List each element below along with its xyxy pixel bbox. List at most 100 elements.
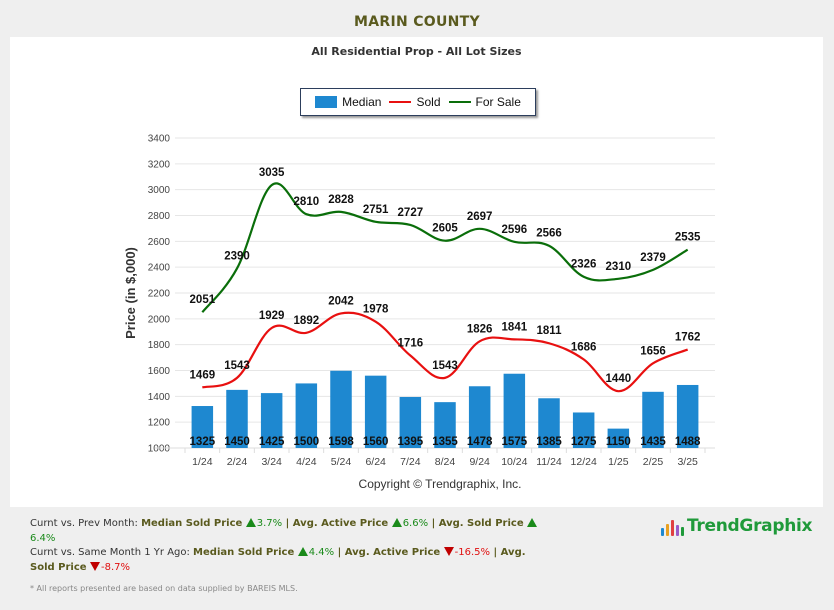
- line-data-label-for-sale: 2605: [432, 223, 458, 235]
- line-data-label-for-sale: 2310: [606, 261, 632, 273]
- bar-median: [226, 389, 248, 448]
- bar-data-label: 1150: [606, 436, 631, 448]
- line-data-label-sold: 1978: [363, 304, 389, 316]
- bar-median: [330, 370, 352, 448]
- arrow-up-icon: [297, 547, 308, 556]
- arrow-down-icon: [443, 547, 454, 556]
- legend-item-for-sale[interactable]: For Sale: [448, 95, 521, 109]
- legend-swatch-median: [315, 96, 338, 108]
- summary-label: Curnt vs. Prev Month:: [30, 518, 142, 529]
- legend-item-sold[interactable]: Sold: [389, 95, 441, 109]
- x-tick-label: 1/24: [192, 456, 213, 468]
- y-axis-label: Price (in $,000): [123, 247, 138, 339]
- line-data-label-for-sale: 2535: [675, 232, 701, 244]
- line-data-label-sold: 1440: [606, 373, 632, 385]
- line-data-label-sold: 1929: [259, 310, 285, 322]
- y-tick-label: 1200: [148, 418, 171, 429]
- legend-swatch-for-sale: [448, 101, 471, 103]
- summary-metric-value: -8.7%: [101, 561, 131, 573]
- legend-item-median[interactable]: Median: [315, 95, 381, 109]
- bar-data-label: 1275: [571, 436, 597, 448]
- legend-label-median: Median: [342, 95, 382, 109]
- y-tick-label: 1800: [148, 340, 171, 351]
- line-data-label-sold: 1656: [640, 345, 666, 357]
- bar-median: [676, 384, 699, 448]
- y-tick-label: 3000: [148, 185, 171, 196]
- line-data-label-for-sale: 2051: [190, 294, 216, 306]
- x-tick-label: 3/24: [261, 456, 282, 468]
- bar-data-label: 1488: [675, 436, 701, 448]
- line-data-label-for-sale: 2751: [363, 204, 389, 216]
- line-for-sale: [201, 182, 689, 313]
- bar-data-label: 1435: [640, 436, 666, 448]
- summary-metric-name: Avg. Active Price: [344, 547, 444, 558]
- arrow-up-icon: [527, 518, 538, 527]
- summary-metric-value: 6.6%: [402, 518, 429, 529]
- bar-data-label: 1560: [363, 436, 389, 448]
- line-data-label-for-sale: 2727: [398, 207, 424, 219]
- y-tick-label: 2000: [148, 314, 171, 325]
- chart-legend: Median Sold For Sale: [300, 88, 536, 116]
- legend-label-sold: Sold: [416, 95, 441, 109]
- y-tick-label: 1400: [148, 392, 171, 403]
- x-tick-label: 11/24: [536, 456, 562, 468]
- summary-metric-name: Avg. Active Price: [292, 518, 392, 529]
- line-data-label-sold: 1841: [502, 321, 528, 333]
- line-data-label-for-sale: 2390: [224, 250, 250, 262]
- summary-separator: |: [490, 547, 501, 558]
- x-tick-label: 9/24: [469, 456, 490, 468]
- summary-separator: |: [334, 547, 345, 558]
- x-tick-label: 12/24: [571, 456, 597, 468]
- summary-label: Curnt vs. Same Month 1 Yr Ago:: [30, 547, 194, 558]
- x-tick-label: 1/25: [608, 456, 629, 468]
- bar-median: [191, 406, 214, 448]
- page-title: MARIN COUNTY: [354, 14, 480, 30]
- y-tick-label: 2200: [148, 289, 171, 300]
- summary-metric-name: Avg. Sold Price: [30, 547, 526, 573]
- bar-median: [434, 402, 456, 448]
- line-data-label-for-sale: 2596: [502, 224, 528, 236]
- bar-data-label: 1598: [328, 436, 354, 448]
- arrow-down-icon: [90, 561, 101, 571]
- x-tick-label: 4/24: [296, 456, 317, 468]
- summary-separator: |: [428, 518, 439, 529]
- trendgraphix-logo: TrendGraphix: [661, 516, 812, 536]
- line-data-label-for-sale: 3035: [259, 167, 285, 179]
- logo-text: TrendGraphix: [687, 516, 813, 536]
- x-tick-label: 5/24: [331, 456, 352, 468]
- summary-metric-name: Median Sold Price: [141, 518, 246, 529]
- legend-swatch-sold: [389, 101, 412, 103]
- bar-data-label: 1355: [432, 436, 458, 448]
- bar-median: [364, 375, 387, 448]
- line-data-label-sold: 1892: [294, 315, 320, 327]
- bar-data-label: 1425: [259, 436, 285, 448]
- line-data-label-sold: 1469: [190, 369, 216, 381]
- summary-block: Curnt vs. Prev Month: Median Sold Price …: [30, 517, 550, 575]
- line-data-label-sold: 1811: [537, 325, 563, 337]
- bar-data-label: 1450: [224, 436, 250, 448]
- bar-median: [642, 391, 664, 448]
- y-tick-label: 1000: [148, 444, 171, 455]
- line-data-label-for-sale: 2379: [640, 252, 666, 264]
- summary-separator: |: [282, 518, 293, 529]
- data-source-note: * All reports presented are based on dat…: [30, 584, 298, 593]
- line-data-label-for-sale: 2810: [294, 196, 320, 208]
- x-tick-label: 2/24: [227, 456, 248, 468]
- bar-median: [260, 393, 283, 448]
- summary-metric-value: -16.5%: [454, 547, 491, 558]
- summary-metric-name: Median Sold Price: [193, 547, 298, 558]
- bar-data-label: 1575: [502, 436, 528, 448]
- summary-year-ago: Curnt vs. Same Month 1 Yr Ago: Median So…: [30, 546, 550, 575]
- line-data-label-for-sale: 2326: [571, 259, 597, 271]
- bar-median: [295, 383, 318, 448]
- x-tick-label: 6/24: [365, 456, 386, 468]
- y-tick-label: 3400: [148, 134, 171, 145]
- bar-data-label: 1325: [190, 436, 216, 448]
- line-sold: [202, 311, 689, 393]
- chart-panel: All Residential Prop - All Lot Sizes Med…: [10, 37, 823, 507]
- bar-median: [538, 398, 560, 448]
- bar-data-label: 1500: [294, 436, 320, 448]
- x-tick-label: 7/24: [400, 456, 421, 468]
- summary-metric-name: Avg. Sold Price: [438, 518, 528, 529]
- summary-metric-value: 4.4%: [308, 547, 335, 558]
